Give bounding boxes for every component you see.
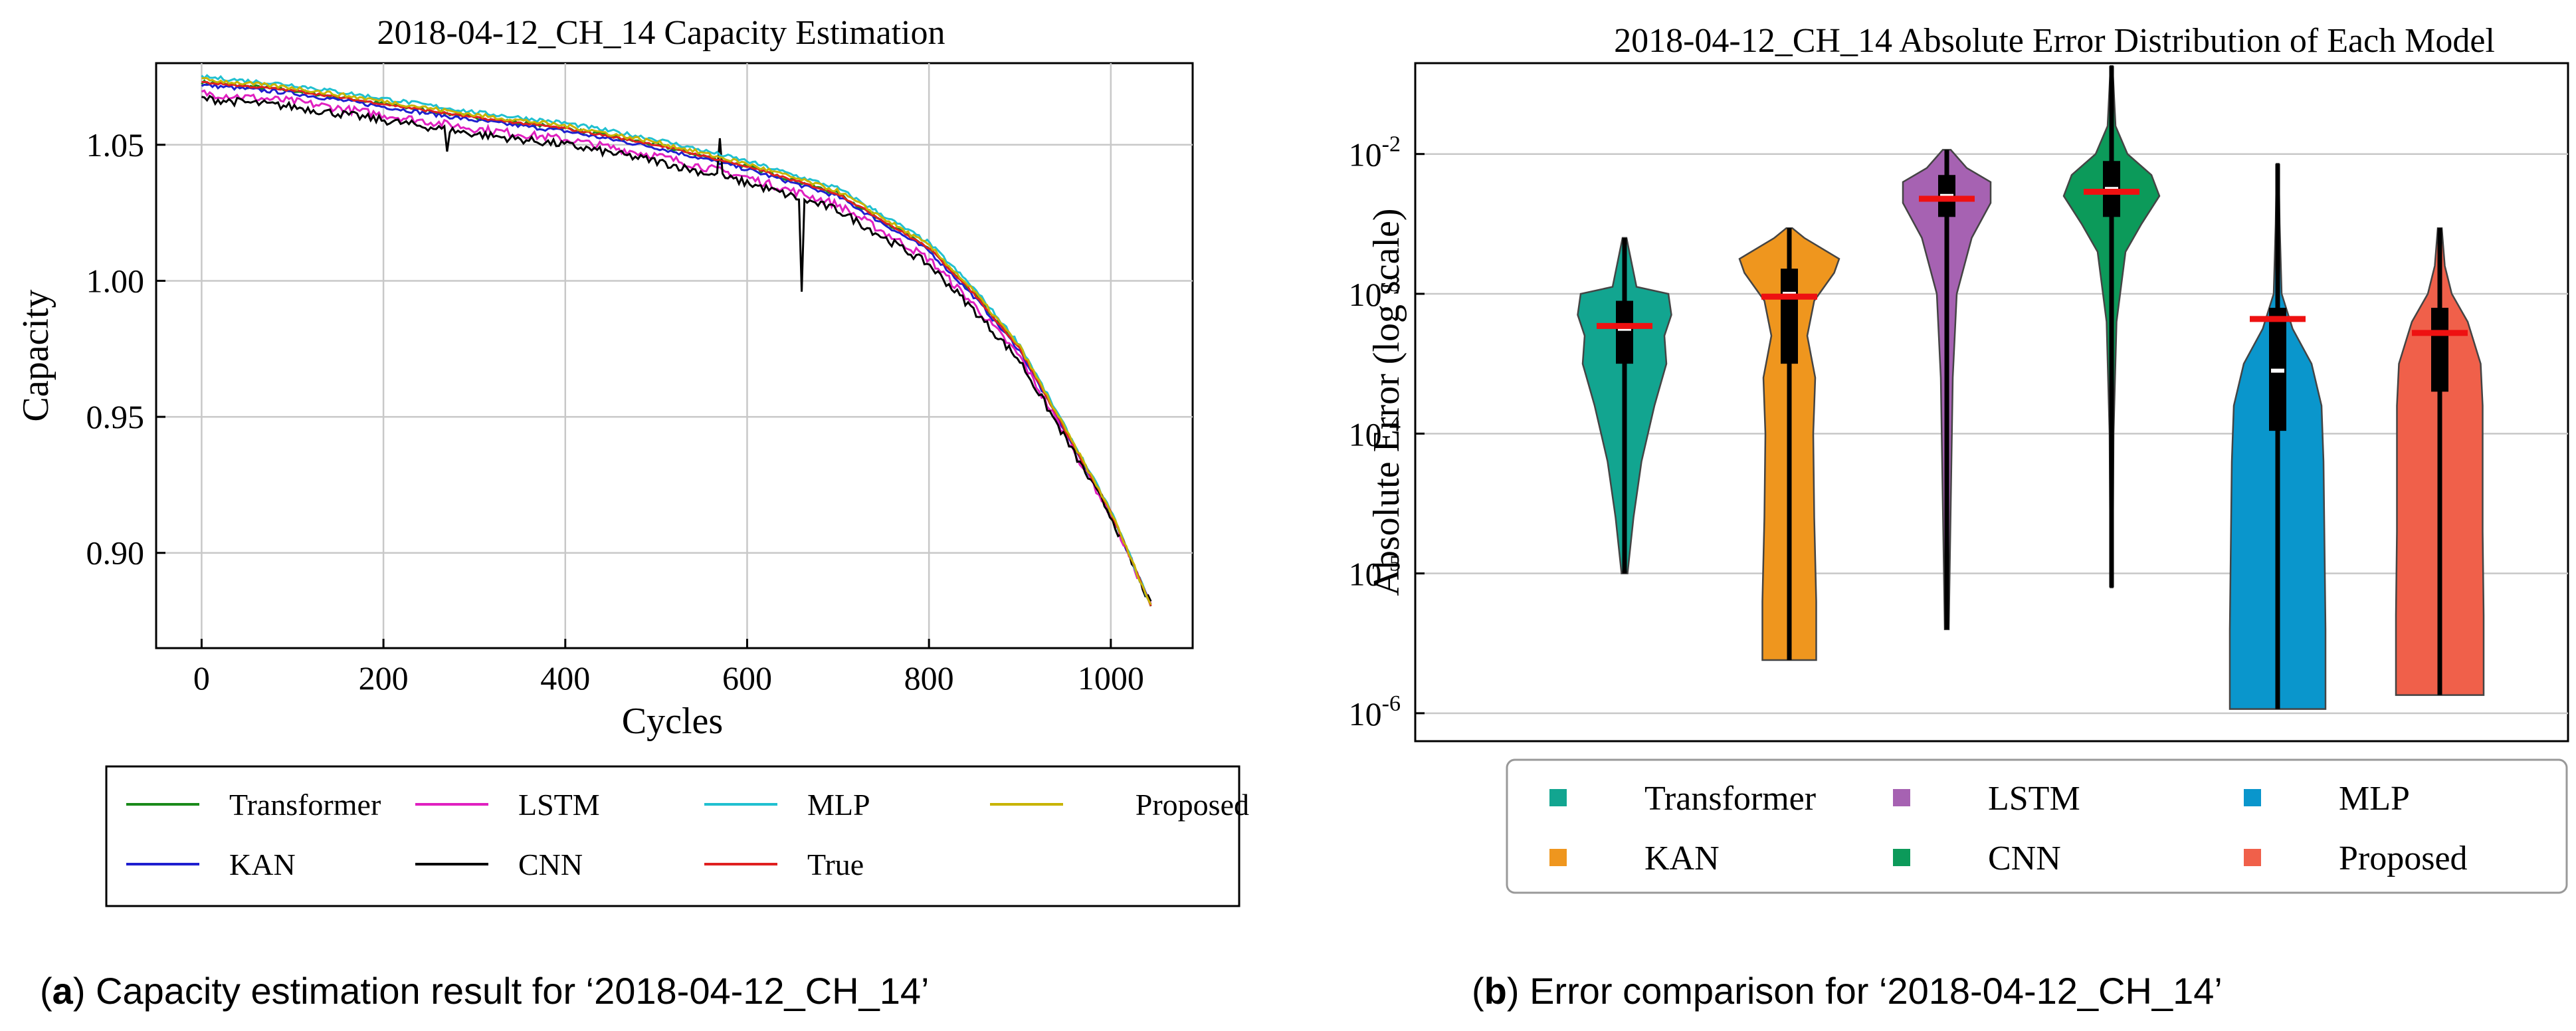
error-y-tick-label: 10-3 <box>1349 272 1401 313</box>
error-legend-label: MLP <box>2339 780 2410 818</box>
capacity-legend-label: MLP <box>807 788 870 822</box>
capacity-legend-label: CNN <box>518 848 583 881</box>
capacity-legend-label: Transformer <box>229 788 381 822</box>
error-y-tick-exponent: -3 <box>1382 272 1401 296</box>
caption-b-letter: b <box>1484 970 1507 1012</box>
capacity-legend-label: LSTM <box>518 788 600 822</box>
capacity-chart-title: 2018-04-12_CH_14 Capacity Estimation <box>377 14 945 52</box>
error-legend-label: CNN <box>1988 840 2061 877</box>
error-y-tick-base: 10 <box>1349 556 1382 593</box>
violin-iqr-box <box>2431 308 2448 392</box>
error-y-tick-label: 10-2 <box>1349 132 1401 173</box>
capacity-legend-label: Proposed <box>1136 788 1249 822</box>
error-violin-chart: 2018-04-12_CH_14 Absolute Error Distribu… <box>1349 22 2569 894</box>
error-y-tick-label: 10-4 <box>1349 411 1401 453</box>
capacity-y-axis-label: Capacity <box>15 289 56 421</box>
error-y-tick-exponent: -4 <box>1382 411 1401 436</box>
caption-a: (a) Capacity estimation result for ‘2018… <box>40 970 929 1012</box>
error-legend-swatch <box>2244 849 2261 866</box>
error-y-axis-label: Absolute Error (log scale) <box>1366 208 1407 596</box>
violin-iqr-box <box>1781 269 1798 364</box>
capacity-series-kan <box>201 82 1152 605</box>
capacity-y-tick-label: 0.90 <box>86 534 145 572</box>
caption-b-open: ( <box>1472 970 1484 1012</box>
capacity-chart: 2018-04-12_CH_14 Capacity Estimation 0 20… <box>15 14 1249 907</box>
error-legend-label: KAN <box>1644 840 1720 877</box>
error-violins <box>1577 64 2485 710</box>
capacity-x-tick-label: 400 <box>540 659 590 697</box>
capacity-x-tick-label: 0 <box>193 659 210 697</box>
capacity-series-proposed <box>201 76 1152 606</box>
capacity-legend-label: KAN <box>229 848 296 881</box>
error-chart-title: 2018-04-12_CH_14 Absolute Error Distribu… <box>1614 22 2495 60</box>
error-legend-swatch <box>1893 849 1910 866</box>
error-y-tick-base: 10 <box>1349 695 1382 733</box>
error-y-tick-base: 10 <box>1349 415 1382 453</box>
error-plot-area <box>1414 62 2569 743</box>
error-y-tick-exponent: -6 <box>1382 691 1401 716</box>
capacity-y-tick-label: 1.00 <box>86 262 145 299</box>
caption-a-letter: a <box>52 970 74 1012</box>
error-legend-label: LSTM <box>1988 780 2080 818</box>
violin-iqr-box <box>1616 300 1633 364</box>
caption-a-open: ( <box>40 970 52 1012</box>
capacity-y-tick-label: 0.95 <box>86 398 145 435</box>
error-legend-label: Proposed <box>2339 840 2468 877</box>
error-legend-swatch <box>1893 789 1910 806</box>
capacity-series-lines <box>201 74 1152 607</box>
error-legend-box <box>1506 758 2568 894</box>
capacity-x-tick-label: 800 <box>904 659 954 697</box>
error-y-tick-exponent: -5 <box>1382 552 1401 576</box>
capacity-series-mlp <box>201 74 1152 606</box>
error-y-tick-label: 10-5 <box>1349 552 1401 593</box>
error-legend-swatch <box>1549 849 1567 866</box>
error-y-tick-label: 10-6 <box>1349 691 1401 733</box>
caption-a-text: ) Capacity estimation result for ‘2018-0… <box>73 970 930 1012</box>
caption-b-text: ) Error comparison for ‘2018-04-12_CH_14… <box>1507 970 2223 1012</box>
capacity-legend-label: True <box>807 848 864 881</box>
error-legend-label: Transformer <box>1644 780 1816 818</box>
capacity-y-ticks: 0.90 0.95 1.00 1.05 <box>86 126 165 572</box>
capacity-x-axis-label: Cycles <box>622 701 723 742</box>
capacity-plot-area <box>155 62 1194 649</box>
capacity-legend: Transformer LSTM MLP Proposed KAN CNN True <box>126 788 1249 881</box>
capacity-legend-box <box>105 765 1240 907</box>
capacity-x-tick-label: 200 <box>359 659 409 697</box>
error-legend-swatch <box>2244 789 2261 806</box>
capacity-series-cnn <box>201 94 1152 602</box>
capacity-x-ticks: 0 200 400 600 800 1000 <box>193 639 1144 697</box>
error-y-ticks: 10-610-510-410-310-2 <box>1349 132 1425 733</box>
capacity-x-tick-label: 1000 <box>1078 659 1144 697</box>
error-y-tick-exponent: -2 <box>1382 132 1401 157</box>
capacity-series-lstm <box>201 89 1152 605</box>
error-y-tick-base: 10 <box>1349 136 1382 173</box>
error-legend-swatch <box>1549 789 1567 806</box>
error-y-tick-base: 10 <box>1349 276 1382 313</box>
caption-b: (b) Error comparison for ‘2018-04-12_CH_… <box>1472 970 2223 1012</box>
error-legend: Transformer LSTM MLP KAN CNN Proposed <box>1549 780 2468 877</box>
capacity-y-tick-label: 1.05 <box>86 126 145 164</box>
capacity-x-tick-label: 600 <box>722 659 772 697</box>
